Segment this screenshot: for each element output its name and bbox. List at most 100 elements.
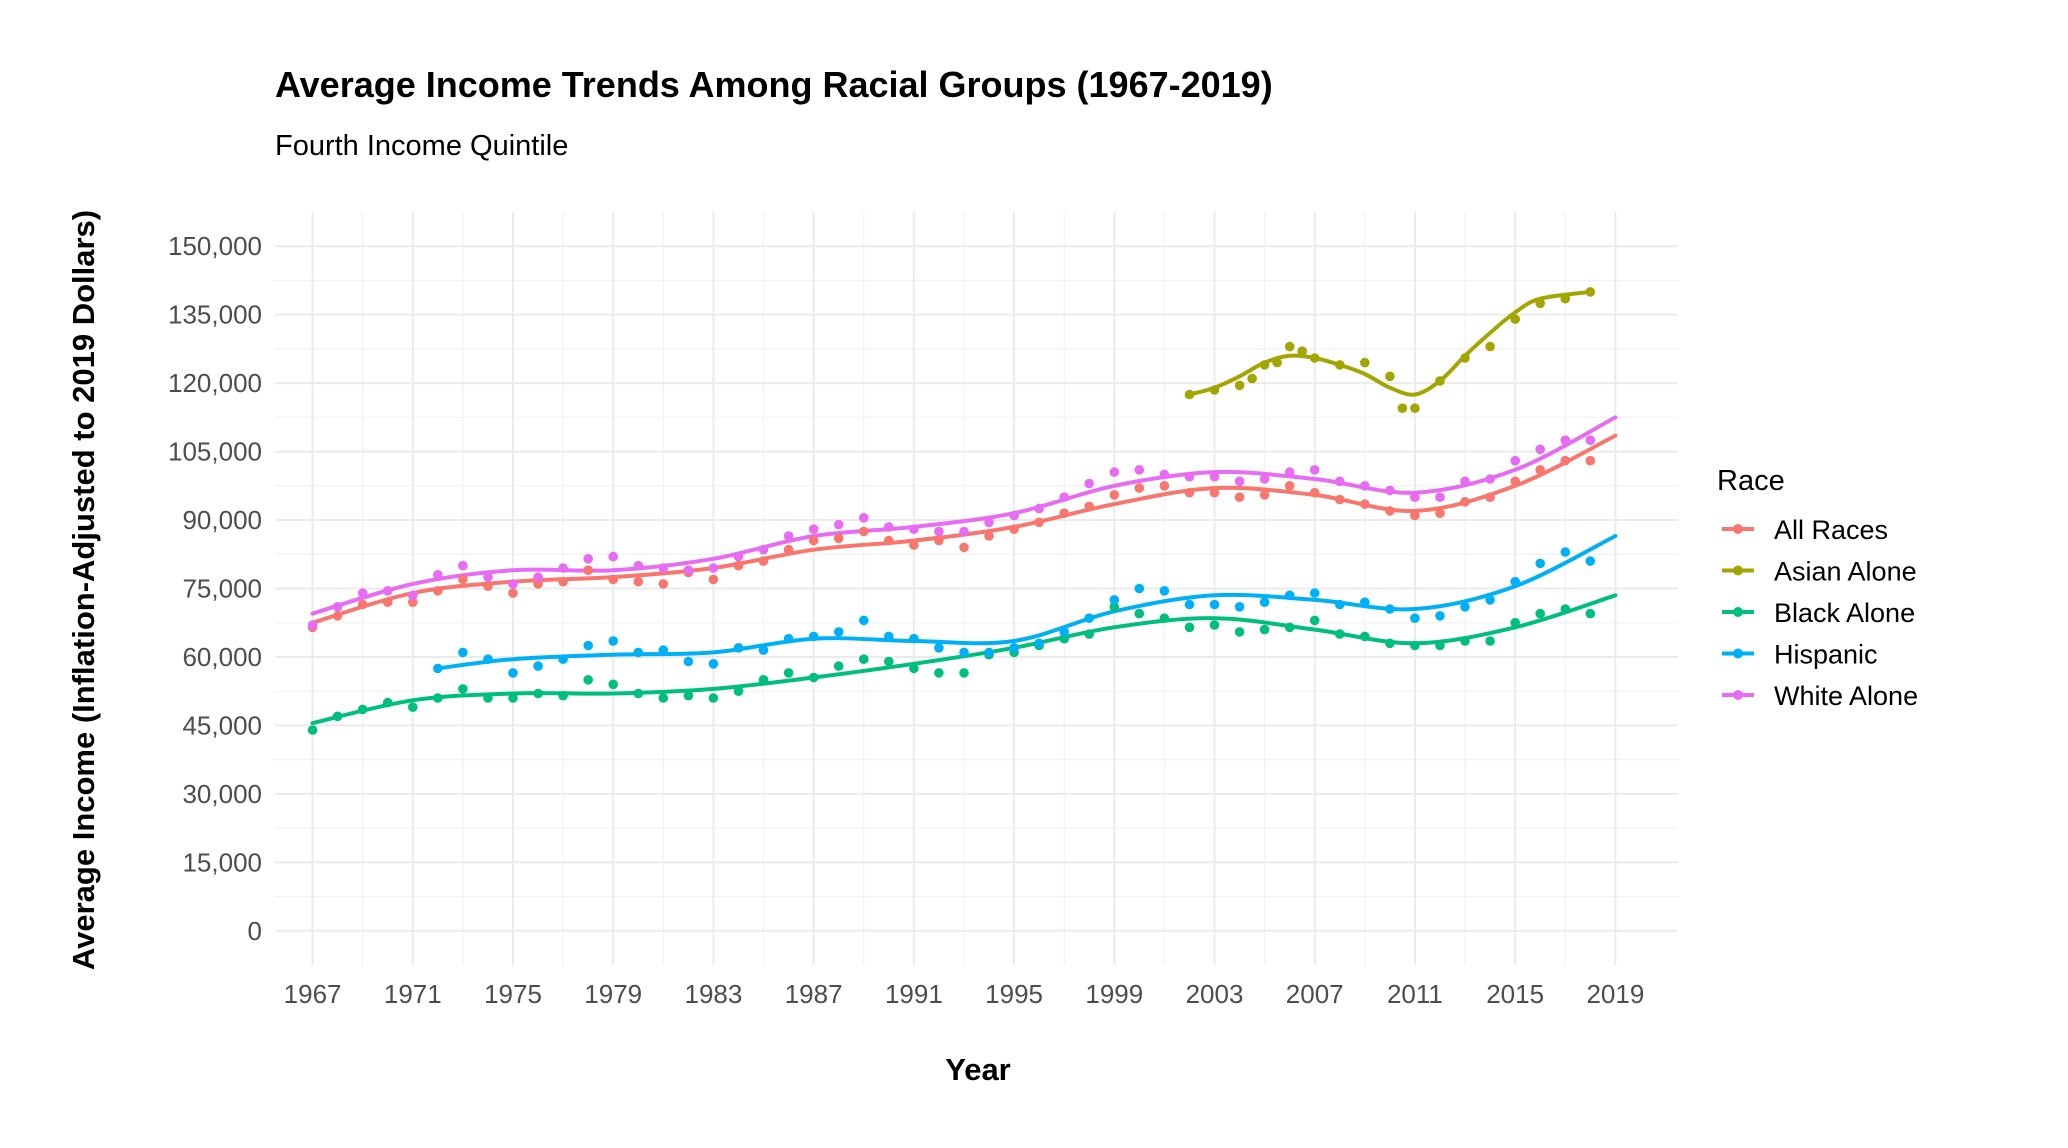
- data-point-black-alone: [1084, 629, 1094, 639]
- data-point-white-alone: [1134, 465, 1145, 475]
- y-tick-label: 150,000: [168, 231, 262, 261]
- data-point-black-alone: [808, 672, 819, 683]
- data-point-asian-alone: [1385, 371, 1395, 382]
- data-point-black-alone: [658, 693, 669, 703]
- legend-title: Race: [1717, 465, 1785, 497]
- data-point-white-alone: [1284, 467, 1295, 477]
- data-point-hispanic: [1159, 586, 1170, 596]
- legend-label: Asian Alone: [1774, 557, 1917, 587]
- data-point-white-alone: [683, 565, 694, 575]
- data-point-black-alone: [307, 725, 318, 735]
- data-point-hispanic: [1234, 602, 1245, 612]
- data-point-all-races: [758, 556, 769, 566]
- data-point-black-alone: [458, 684, 468, 694]
- data-point-all-races: [357, 599, 368, 610]
- data-point-all-races: [1084, 501, 1094, 512]
- data-point-black-alone: [758, 675, 769, 685]
- data-point-asian-alone: [1247, 373, 1257, 384]
- data-point-all-races: [408, 597, 418, 607]
- legend-item-black-alone: Black Alone: [1722, 598, 1915, 628]
- data-point-white-alone: [1385, 485, 1395, 496]
- data-point-all-races: [1485, 492, 1495, 503]
- data-point-black-alone: [533, 688, 543, 699]
- data-point-hispanic: [1134, 583, 1145, 594]
- data-point-black-alone: [1360, 631, 1370, 642]
- data-point-all-races: [433, 586, 443, 596]
- data-point-hispanic: [733, 643, 744, 653]
- trend-line-white-alone: [310, 415, 1618, 616]
- legend-key-point: [1733, 565, 1743, 576]
- data-point-hispanic: [458, 647, 468, 658]
- data-point-hispanic: [1585, 556, 1596, 566]
- data-point-all-races: [1560, 455, 1571, 466]
- data-point-black-alone: [483, 693, 493, 703]
- data-point-white-alone: [884, 522, 894, 532]
- x-tick-label: 2003: [1186, 979, 1244, 1009]
- data-point-all-races: [1535, 465, 1545, 475]
- data-point-all-races: [608, 574, 618, 585]
- legend-label: Hispanic: [1774, 640, 1878, 670]
- data-point-black-alone: [1134, 608, 1145, 619]
- data-point-all-races: [1209, 487, 1220, 498]
- data-point-hispanic: [633, 647, 644, 658]
- data-point-all-races: [332, 611, 343, 621]
- x-tick-label: 2011: [1387, 979, 1443, 1009]
- data-point-hispanic: [1109, 595, 1120, 605]
- data-point-black-alone: [909, 663, 919, 674]
- data-point-asian-alone: [1272, 357, 1282, 368]
- data-point-all-races: [708, 574, 719, 585]
- data-point-all-races: [1284, 481, 1295, 491]
- data-point-all-races: [1059, 508, 1069, 518]
- data-point-white-alone: [1309, 465, 1320, 475]
- data-point-black-alone: [508, 693, 518, 703]
- data-point-hispanic: [758, 645, 769, 655]
- data-point-black-alone: [357, 704, 368, 715]
- data-point-all-races: [633, 576, 644, 587]
- data-point-black-alone: [608, 679, 618, 690]
- data-point-white-alone: [608, 551, 618, 562]
- data-point-white-alone: [1435, 492, 1445, 503]
- x-axis-title: Year: [945, 1052, 1011, 1087]
- data-point-hispanic: [884, 631, 894, 642]
- data-point-white-alone: [1485, 474, 1495, 484]
- data-point-hispanic: [1360, 597, 1370, 607]
- data-point-black-alone: [1435, 640, 1445, 651]
- data-point-asian-alone: [1209, 385, 1220, 395]
- data-point-black-alone: [708, 693, 719, 703]
- y-tick-label: 135,000: [168, 300, 262, 330]
- data-point-white-alone: [433, 570, 443, 580]
- data-point-black-alone: [1460, 636, 1470, 646]
- data-point-white-alone: [859, 513, 869, 523]
- x-tick-label: 1979: [584, 979, 642, 1009]
- data-point-asian-alone: [1297, 346, 1307, 357]
- data-point-white-alone: [1234, 476, 1245, 487]
- data-point-black-alone: [1184, 622, 1195, 633]
- data-point-black-alone: [408, 702, 418, 712]
- data-point-all-races: [382, 597, 393, 607]
- legend-item-white-alone: White Alone: [1722, 681, 1918, 711]
- trend-line-hispanic: [435, 534, 1618, 671]
- legend-item-hispanic: Hispanic: [1722, 640, 1878, 670]
- data-point-black-alone: [783, 668, 794, 678]
- data-point-white-alone: [533, 572, 543, 582]
- data-point-hispanic: [1059, 627, 1069, 637]
- legend-label: Black Alone: [1774, 598, 1915, 628]
- data-point-white-alone: [1410, 492, 1420, 503]
- data-point-asian-alone: [1510, 314, 1520, 325]
- legend-label: All Races: [1774, 515, 1888, 545]
- data-point-hispanic: [1184, 599, 1195, 610]
- data-point-white-alone: [458, 560, 468, 571]
- y-tick-label: 90,000: [182, 505, 262, 535]
- data-point-white-alone: [558, 563, 568, 573]
- data-point-black-alone: [633, 688, 644, 699]
- data-point-asian-alone: [1397, 403, 1408, 414]
- x-tick-label: 1971: [384, 979, 442, 1009]
- data-point-asian-alone: [1585, 287, 1596, 297]
- y-tick-label: 0: [248, 916, 262, 946]
- data-point-hispanic: [1309, 588, 1320, 598]
- data-point-white-alone: [1034, 503, 1044, 514]
- data-point-hispanic: [1410, 613, 1420, 623]
- data-point-black-alone: [1485, 636, 1495, 646]
- x-tick-label: 1975: [484, 979, 542, 1009]
- data-point-black-alone: [683, 690, 694, 701]
